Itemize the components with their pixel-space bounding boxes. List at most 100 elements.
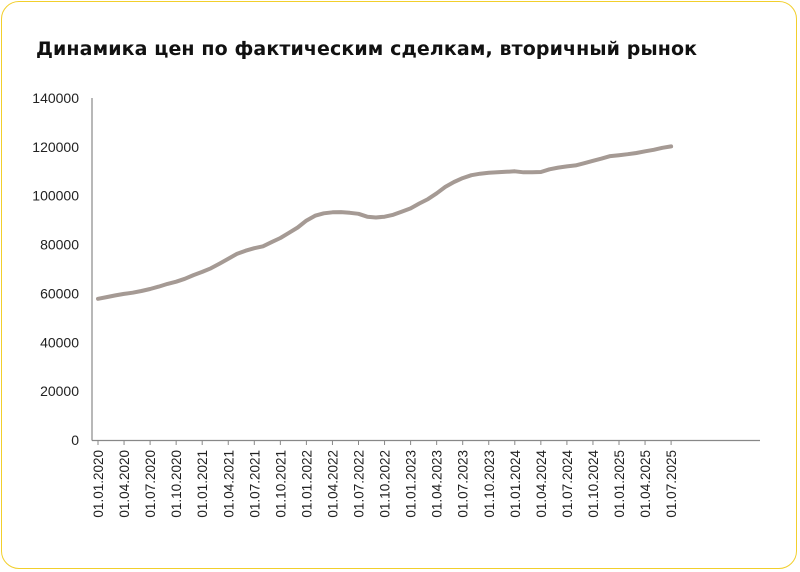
y-tick-label: 140000 [32, 90, 79, 106]
y-tick-label: 100000 [32, 188, 79, 204]
x-tick-label: 01.10.2021 [273, 450, 288, 518]
data-point [487, 171, 491, 175]
data-point [539, 170, 543, 174]
series-group [96, 144, 674, 301]
x-tick-label: 01.04.2020 [117, 450, 132, 518]
x-tick-label: 01.04.2022 [325, 450, 340, 518]
data-point [417, 201, 421, 206]
series-line [96, 144, 674, 301]
x-tick-label: 01.07.2025 [664, 450, 679, 518]
data-point [235, 252, 239, 256]
x-tick-label: 01.07.2024 [560, 450, 575, 518]
data-point [452, 180, 456, 184]
data-point [226, 257, 230, 261]
data-point [278, 236, 282, 240]
data-point [426, 197, 430, 201]
y-tick-label: 80000 [40, 237, 79, 253]
x-tick-label: 01.10.2022 [378, 450, 393, 518]
data-point [191, 273, 196, 277]
data-point [660, 146, 665, 150]
data-point [165, 282, 170, 286]
x-tick-label: 01.07.2023 [456, 450, 471, 518]
data-point [183, 277, 187, 281]
x-tick-label: 01.01.2023 [404, 450, 419, 518]
data-point [148, 287, 152, 291]
data-point [374, 215, 378, 220]
data-point [105, 295, 109, 299]
data-point [209, 266, 213, 270]
data-point [296, 225, 300, 230]
y-tick-label: 120000 [32, 139, 79, 155]
data-point [391, 213, 395, 217]
data-point [252, 246, 256, 250]
data-point [582, 161, 586, 165]
data-point [157, 285, 161, 289]
x-tick-label: 01.07.2020 [143, 450, 158, 518]
y-tick-label: 20000 [40, 383, 79, 399]
data-point [530, 170, 534, 174]
data-point [122, 292, 126, 296]
data-point [244, 249, 248, 253]
data-point [591, 159, 595, 163]
data-point [634, 151, 639, 155]
data-point [383, 215, 387, 219]
data-point [608, 154, 612, 158]
y-tick-label: 40000 [40, 334, 79, 350]
x-tick-label: 01.10.2024 [586, 450, 601, 518]
x-tick-label: 01.01.2020 [91, 450, 106, 518]
chart-title: Динамика цен по фактическим сделкам, вто… [36, 38, 698, 60]
data-point [139, 289, 143, 293]
data-point [574, 163, 578, 167]
data-point [547, 167, 552, 171]
x-tick-label: 01.10.2020 [169, 450, 184, 518]
data-point [469, 173, 473, 177]
data-point [313, 214, 317, 218]
data-point [556, 166, 560, 170]
x-tick-label: 01.04.2023 [430, 450, 445, 518]
data-point [400, 210, 404, 214]
x-tick-label: 01.07.2022 [352, 450, 367, 518]
x-tick-label: 01.04.2021 [221, 450, 236, 518]
data-point [218, 262, 222, 266]
data-point [435, 191, 439, 195]
x-tick-label: 01.01.2021 [195, 450, 210, 518]
data-point [461, 176, 465, 180]
data-point [356, 212, 361, 216]
data-point [409, 206, 413, 210]
data-point [652, 148, 656, 152]
y-axis-ticks: 0 20000 40000 60000 80000 100000 120000 140000 [32, 90, 79, 448]
data-point [339, 210, 343, 214]
data-point [113, 293, 117, 297]
x-tick-label: 01.01.2024 [508, 450, 523, 518]
data-point [131, 291, 135, 295]
x-tick-label: 01.01.2025 [612, 450, 627, 518]
y-tick-label: 60000 [40, 285, 79, 301]
data-point [287, 231, 291, 235]
data-point [200, 270, 204, 274]
data-point [504, 170, 508, 174]
x-axis-ticks: 01.01.2020 01.04.2020 01.07.2020 01.10.2020… [91, 440, 679, 518]
x-tick-label: 01.04.2025 [638, 450, 653, 518]
chart-axes [91, 98, 760, 442]
data-point [443, 185, 447, 189]
data-point [495, 170, 499, 174]
data-point [643, 149, 647, 153]
data-point [513, 169, 517, 173]
x-tick-label: 01.07.2021 [247, 450, 262, 518]
data-point [626, 152, 630, 156]
y-tick-label: 0 [71, 432, 79, 448]
data-point [669, 144, 673, 148]
data-point [348, 211, 352, 215]
data-point [174, 280, 178, 284]
data-point [330, 210, 335, 214]
data-point [322, 211, 326, 215]
data-point [617, 153, 621, 157]
x-tick-label: 01.10.2023 [482, 450, 497, 518]
data-point [96, 297, 100, 301]
data-point [521, 170, 526, 174]
data-point [261, 244, 265, 248]
data-point [600, 157, 604, 161]
x-tick-label: 01.04.2024 [534, 450, 549, 518]
